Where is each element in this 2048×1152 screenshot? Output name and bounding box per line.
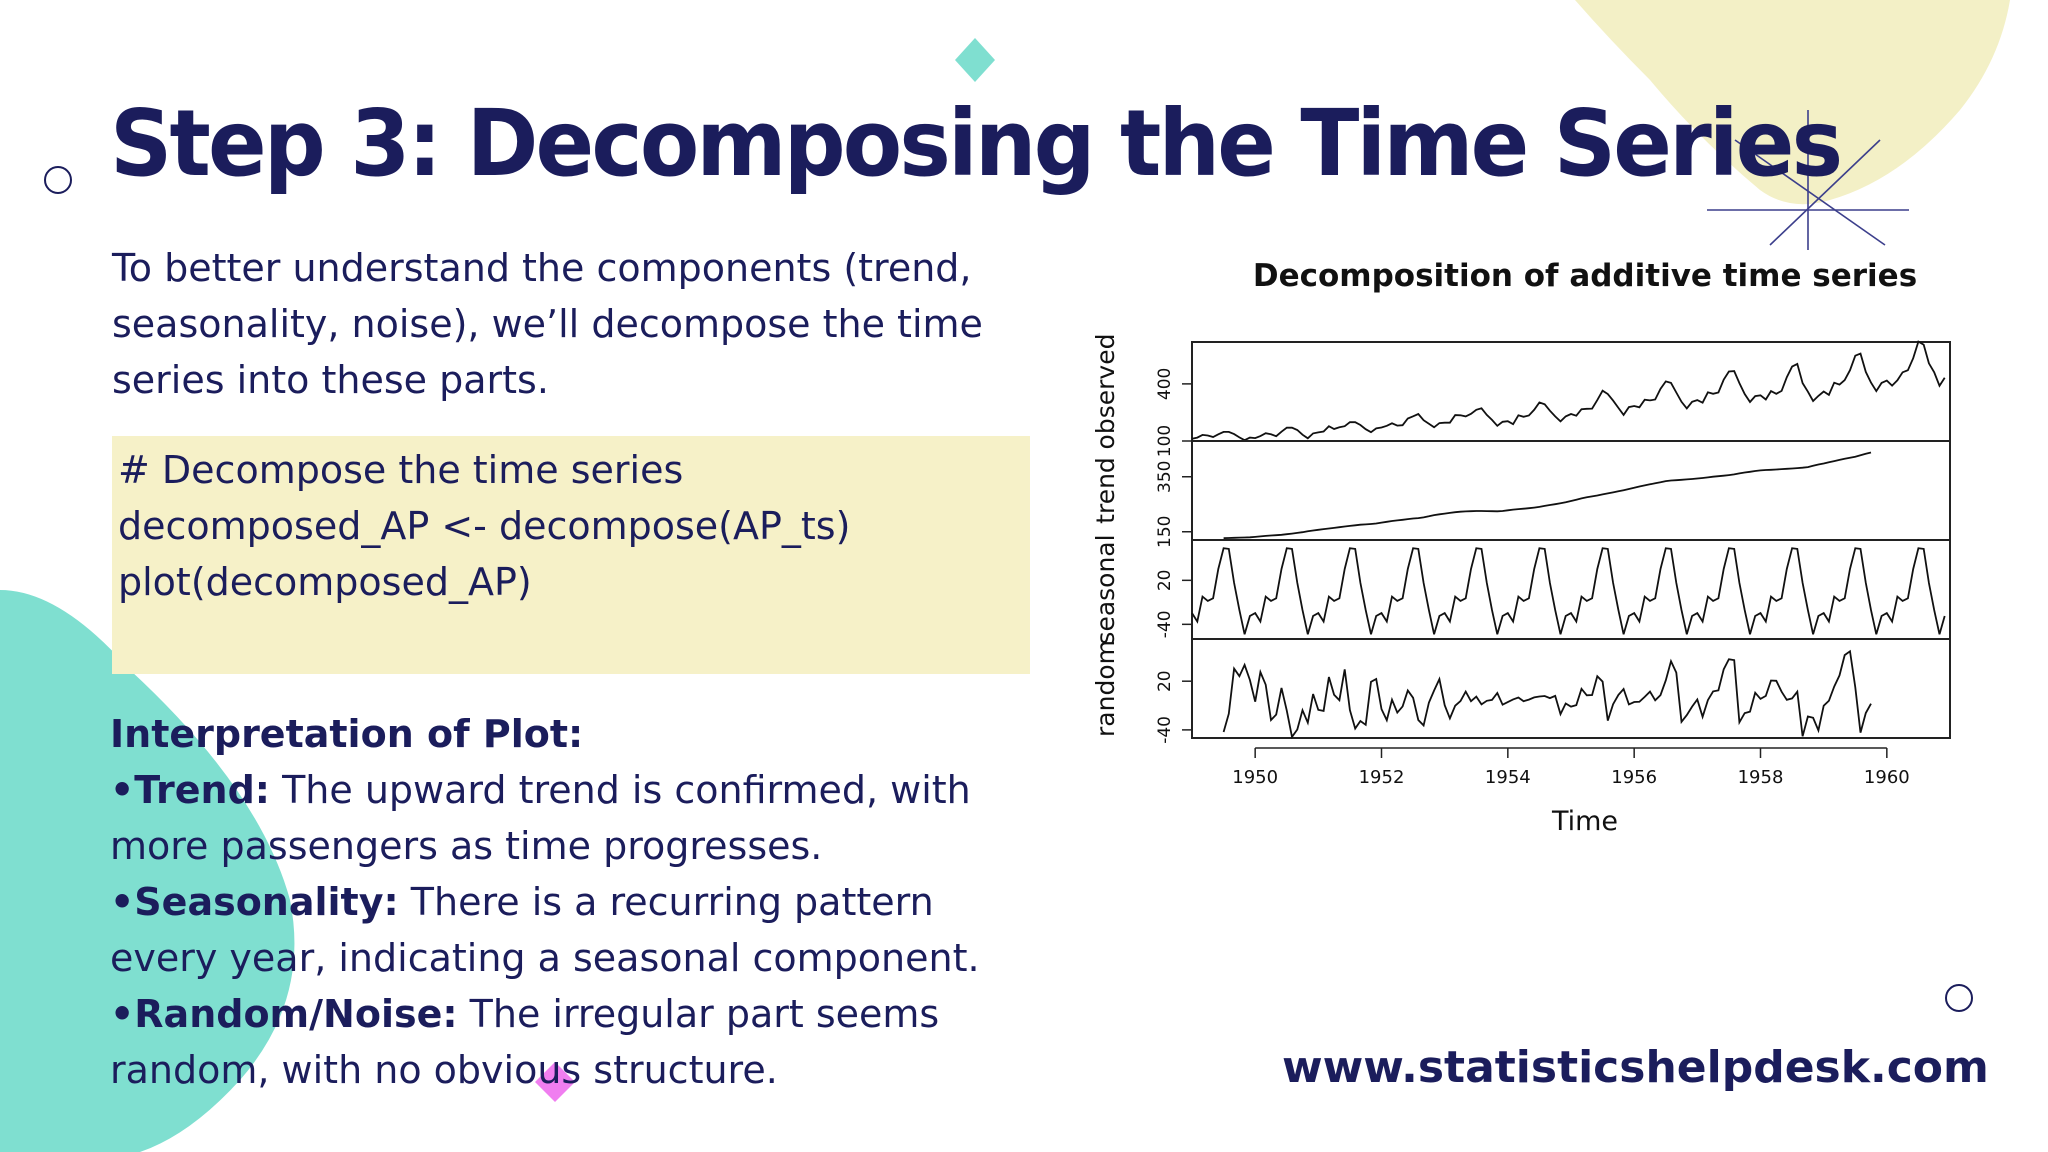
- y-tick-label: 20: [1155, 570, 1175, 592]
- x-tick-label: 1954: [1485, 767, 1531, 788]
- panel-ylabel-seasonal: seasonal: [1091, 534, 1120, 644]
- chart-plot-area: 100 400 observed 150 350 trend -40 20 seasonal -4…: [1091, 334, 1951, 788]
- panel-ylabel-observed: observed: [1091, 334, 1120, 450]
- small-circle-right: [1945, 984, 1973, 1012]
- y-tick-label: 100: [1155, 425, 1175, 457]
- bullet-text: The irregular part seems random, with no…: [110, 992, 940, 1092]
- y-tick-label: -40: [1155, 610, 1175, 638]
- x-axis-label: Time: [1551, 806, 1618, 837]
- x-tick-label: 1958: [1738, 767, 1784, 788]
- yellow-blob-shape: [1575, 0, 2010, 205]
- y-tick-label: 20: [1155, 670, 1175, 692]
- teal-diamond-shape: [955, 38, 995, 82]
- x-tick-label: 1952: [1359, 767, 1405, 788]
- decomposition-chart: Decomposition of additive time series Ti…: [1091, 258, 1951, 837]
- page-title: Step 3: Decomposing the Time Series: [110, 90, 1843, 197]
- footer-url: www.statisticshelpdesk.com: [1282, 1042, 1989, 1093]
- panel-frame-trend: [1191, 440, 1951, 541]
- bullet-text: The upward trend is confirmed, with more…: [110, 768, 971, 868]
- bullet-glyph: •: [110, 992, 135, 1036]
- bullet-glyph: •: [110, 768, 135, 812]
- x-tick-label: 1960: [1864, 767, 1910, 788]
- bullet-glyph: •: [110, 880, 135, 924]
- intro-paragraph: To better understand the components (tre…: [112, 246, 983, 402]
- series-line-seasonal: [1191, 547, 1946, 635]
- bullet-label: Random/Noise:: [134, 992, 458, 1036]
- pink-diamond-shape: [535, 1062, 575, 1102]
- code-line: # Decompose the time series: [118, 448, 684, 492]
- sparkle-lines-shape: [1707, 110, 1909, 250]
- interpretation-section: Interpretation of Plot: •Trend: The upwa…: [110, 706, 1030, 1098]
- y-tick-label: 400: [1155, 368, 1175, 400]
- panel-ylabel-random: random: [1091, 640, 1120, 737]
- bullet-item-random: •Random/Noise: The irregular part seems …: [110, 986, 1030, 1098]
- x-tick-label: 1956: [1611, 767, 1657, 788]
- y-tick-label: 150: [1155, 516, 1175, 548]
- code-block: # Decompose the time series decomposed_A…: [112, 436, 1030, 674]
- chart-title: Decomposition of additive time series: [1253, 258, 1917, 294]
- small-circle-left: [44, 166, 72, 194]
- interpretation-heading: Interpretation of Plot:: [110, 712, 584, 756]
- bullet-label: Trend:: [134, 768, 271, 812]
- bullet-label: Seasonality:: [134, 880, 399, 924]
- x-tick-label: 1950: [1232, 767, 1278, 788]
- code-line: decomposed_AP <- decompose(AP_ts): [118, 504, 851, 548]
- panel-frame-observed: [1191, 341, 1951, 442]
- panel-frame-random: [1191, 638, 1951, 739]
- series-line-observed: [1191, 340, 1946, 442]
- bullet-text: There is a recurring pattern every year,…: [110, 880, 980, 980]
- series-line-random: [1222, 649, 1872, 740]
- series-line-trend: [1223, 451, 1872, 539]
- bullet-item-seasonality: •Seasonality: There is a recurring patte…: [110, 874, 1030, 986]
- bullet-item-trend: •Trend: The upward trend is confirmed, w…: [110, 762, 1030, 874]
- teal-blob-shape: [0, 590, 295, 1152]
- code-line: plot(decomposed_AP): [118, 560, 532, 604]
- y-tick-label: -40: [1155, 716, 1175, 744]
- panel-ylabel-trend: trend: [1091, 457, 1120, 524]
- y-tick-label: 350: [1155, 461, 1175, 493]
